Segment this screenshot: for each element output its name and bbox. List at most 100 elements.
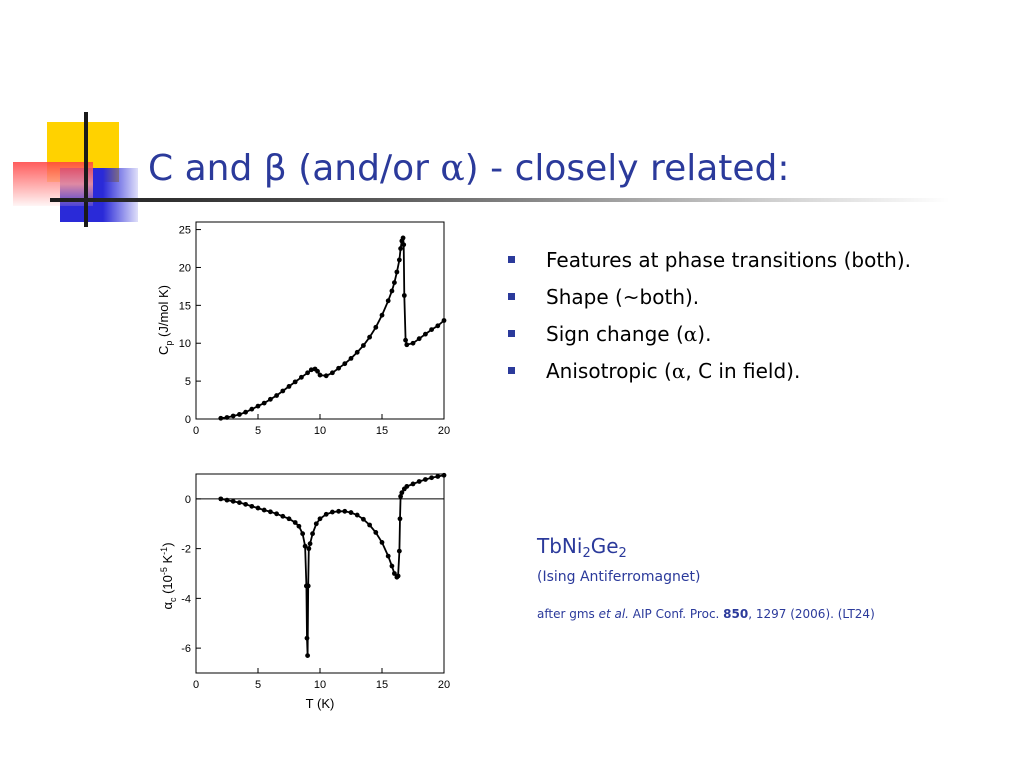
data-point: [423, 331, 428, 337]
data-point: [230, 498, 236, 504]
data-point: [315, 368, 320, 374]
data-point: [255, 403, 261, 409]
plot-frame: [195, 221, 445, 420]
data-point: [280, 388, 286, 394]
data-point: [243, 501, 248, 507]
data-point: [401, 242, 407, 248]
compound-formula: TbNi2Ge2: [537, 534, 627, 561]
data-point: [397, 516, 403, 522]
bullet-item: Features at phase transitions (both).: [508, 242, 911, 279]
data-point: [410, 481, 416, 487]
data-point: [304, 635, 310, 641]
data-point: [230, 413, 236, 419]
y-tick-label: 20: [179, 262, 191, 274]
data-point: [261, 400, 267, 406]
x-tick-label: 15: [376, 425, 388, 437]
x-tick-label: 5: [255, 679, 261, 691]
heat-capacity-chart: 0 5 10 15 20 0 5 10 15 20 25 Cp (J/mol K): [156, 221, 450, 437]
data-point: [305, 653, 310, 658]
data-point: [441, 318, 447, 323]
y-tick-label: 0: [185, 494, 191, 506]
y-tick-label: 25: [179, 225, 191, 237]
bullet-item: Anisotropic (α, C in field).: [508, 353, 911, 390]
data-point: [392, 280, 397, 286]
data-point: [354, 512, 360, 518]
x-tick-label: 20: [438, 425, 450, 437]
data-point: [367, 334, 372, 340]
data-point: [336, 365, 341, 371]
data-point: [330, 509, 335, 515]
data-point: [313, 521, 319, 527]
data-point: [274, 393, 279, 398]
data-point: [416, 479, 422, 484]
data-point: [224, 415, 230, 420]
data-point: [429, 327, 434, 332]
x-tick-label: 0: [193, 425, 199, 437]
data-point: [296, 523, 302, 529]
data-point: [435, 474, 441, 479]
data-point: [286, 516, 292, 522]
x-tick-label: 20: [438, 679, 450, 691]
data-point: [348, 510, 354, 515]
bullet-item: Shape (~both).: [508, 279, 911, 316]
data-point: [330, 370, 335, 376]
data-point: [336, 508, 341, 514]
data-point: [302, 543, 308, 549]
data-point: [389, 288, 395, 294]
thermal-expansion-chart: 0 5 10 15 20 0 -2 -4 -6 αc (10-5 K-1) T (K): [159, 472, 450, 711]
citation: after gms et al. AIP Conf. Proc. 850, 12…: [537, 607, 875, 621]
data-point: [385, 298, 391, 304]
data-point: [389, 563, 395, 569]
deco-vertical-line: [84, 112, 88, 227]
data-point: [308, 367, 314, 373]
data-point: [268, 509, 273, 515]
data-point: [218, 415, 224, 421]
data-point: [286, 384, 292, 389]
data-point: [395, 573, 401, 579]
y-tick-label: 15: [179, 300, 191, 312]
y-tick-label: 10: [179, 338, 191, 350]
data-point: [323, 373, 329, 379]
data-point: [243, 409, 248, 415]
title-underline: [50, 198, 950, 202]
data-point: [416, 336, 422, 342]
y-tick-label: -2: [181, 544, 191, 556]
data-point: [403, 337, 408, 343]
data-point: [218, 496, 224, 502]
data-point: [373, 324, 379, 330]
y-tick-label: 0: [185, 414, 191, 426]
x-tick-label: 10: [314, 679, 326, 691]
y-axis-label: Cp (J/mol K): [156, 285, 174, 355]
y-tick-label: -4: [181, 593, 191, 605]
data-point: [255, 505, 261, 511]
data-point: [399, 490, 405, 496]
data-point: [392, 571, 397, 576]
data-point: [249, 503, 255, 509]
data-point: [317, 516, 323, 522]
x-tick-label: 10: [314, 425, 326, 437]
data-point: [398, 493, 403, 499]
data-point: [292, 520, 298, 525]
data-point: [299, 374, 304, 380]
bullet-list: Features at phase transitions (both). Sh…: [508, 242, 911, 390]
alpha-symbol: α: [440, 148, 465, 189]
data-point: [441, 472, 447, 478]
y-axis-label: αc (10-5 K-1): [159, 542, 178, 609]
bullet-item: Sign change (α).: [508, 316, 911, 353]
data-point: [300, 531, 306, 537]
y-tick-label: 5: [185, 376, 191, 388]
data-point: [342, 361, 348, 367]
data-point: [400, 235, 406, 241]
data-point: [305, 583, 311, 589]
compound-description: (Ising Antiferromagnet): [537, 569, 701, 585]
data-point: [394, 269, 400, 275]
x-axis-label: T (K): [306, 696, 335, 711]
x-tick-label: 5: [255, 425, 261, 437]
data-point: [361, 516, 366, 522]
data-point: [237, 412, 242, 417]
data-point: [404, 342, 410, 348]
data-point: [429, 475, 434, 481]
data-point: [310, 531, 315, 537]
data-point: [396, 548, 402, 554]
data-point: [306, 546, 312, 552]
